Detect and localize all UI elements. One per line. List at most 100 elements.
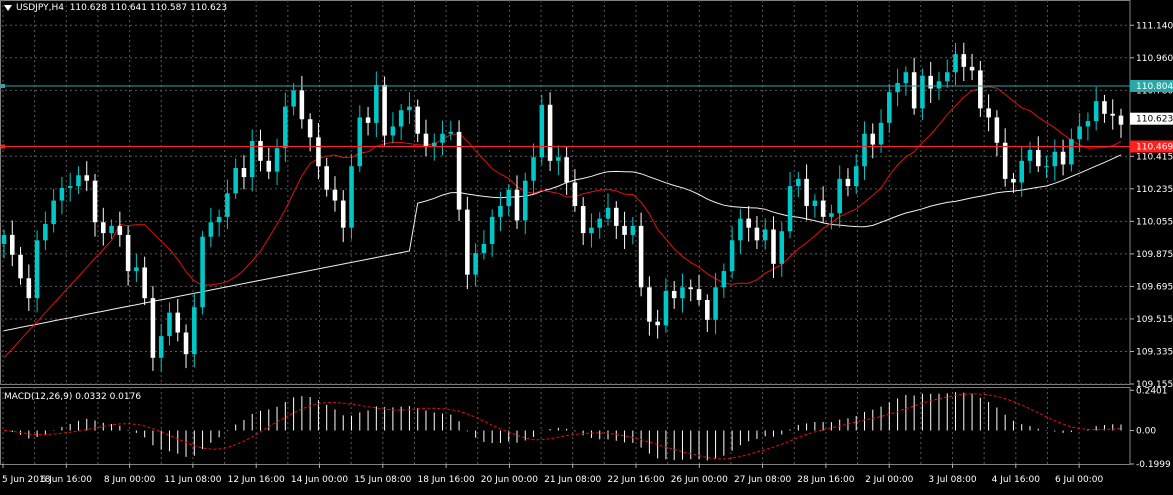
macd-panel-border <box>0 387 1131 465</box>
candle-body <box>233 168 238 194</box>
candle-body <box>1027 149 1033 161</box>
candle-body <box>961 54 967 67</box>
candle-body <box>258 140 263 161</box>
ohlc-values: 110.628 110.641 110.587 110.623 <box>69 3 228 13</box>
candle-body <box>125 234 131 272</box>
candle-body <box>862 133 867 167</box>
candle-body <box>622 225 627 235</box>
x-tick-label: 15 Jun 08:00 <box>354 475 411 485</box>
candle-body <box>696 289 702 300</box>
x-tick-label: 20 Jun 00:00 <box>481 475 538 485</box>
candle-body <box>415 106 420 134</box>
candle-body <box>787 186 793 232</box>
candle-body <box>423 133 429 147</box>
y-tick-label: 110.235 <box>1136 185 1173 195</box>
candle-body <box>597 218 603 228</box>
candle-body <box>283 106 288 149</box>
y-tick-label: 109.515 <box>1136 315 1173 325</box>
x-tick-label: 12 Jun 16:00 <box>228 475 285 485</box>
candle-body <box>241 168 247 178</box>
candle-body <box>175 312 181 333</box>
candle-body <box>142 267 147 299</box>
ma-fast-line <box>3 86 1122 359</box>
candle-body <box>663 290 669 326</box>
candle-body <box>51 200 56 225</box>
candle-body <box>887 92 892 123</box>
candle-body <box>771 229 776 264</box>
candle-body <box>564 157 569 183</box>
candle-body <box>158 336 164 358</box>
candle-body <box>895 83 900 93</box>
candle-body <box>299 90 305 120</box>
candle-body <box>43 224 48 241</box>
candle-body <box>398 110 404 127</box>
x-tick-label: 2 Jul 00:00 <box>865 475 914 485</box>
candle-body <box>316 137 321 167</box>
level-price-tag <box>1130 79 1173 92</box>
y-tick-label: 109.335 <box>1136 347 1173 357</box>
candle-body <box>76 175 81 187</box>
candle-body <box>192 307 197 355</box>
candle-body <box>605 207 611 219</box>
candle-body <box>101 222 106 234</box>
candle-body <box>1052 151 1058 167</box>
level-handle <box>1 83 5 88</box>
candle-body <box>522 180 528 221</box>
candle-body <box>473 252 478 275</box>
candle-body <box>465 209 470 275</box>
candle-body <box>721 271 727 288</box>
x-tick-label: 14 Jun 00:00 <box>291 475 348 485</box>
macd-signal-line <box>3 393 1122 460</box>
candle-body <box>18 254 23 279</box>
candle-body <box>1069 139 1074 165</box>
x-tick-label: 11 Jun 08:00 <box>164 475 221 485</box>
candle-body <box>944 72 950 82</box>
candle-body <box>67 186 73 188</box>
macd-values: 0.0332 0.0176 <box>75 392 142 402</box>
candle-body <box>630 225 636 235</box>
candle-body <box>1044 166 1049 168</box>
candle-body <box>580 205 586 234</box>
candle-body <box>1002 142 1008 179</box>
candle-body <box>878 122 884 145</box>
candle-body <box>390 126 396 136</box>
candle-body <box>109 225 114 234</box>
candle-body <box>812 200 818 206</box>
y-tick-label: 110.055 <box>1136 217 1173 227</box>
y-tick-label: 110.415 <box>1136 152 1173 162</box>
candle-body <box>994 117 1000 143</box>
candle-body <box>539 104 545 158</box>
candle-body <box>9 234 15 255</box>
candle-body <box>1093 101 1099 122</box>
candle-body <box>903 72 909 84</box>
candle-body <box>59 187 65 201</box>
candle-body <box>804 178 809 206</box>
candle-body <box>845 178 851 187</box>
y-tick-label: 109.875 <box>1136 250 1173 260</box>
x-tick-label: 27 Jun 08:00 <box>734 475 791 485</box>
candle-body <box>506 189 511 206</box>
dropdown-triangle-icon[interactable] <box>4 4 12 11</box>
candle-body <box>291 90 296 107</box>
candle-body <box>671 290 677 299</box>
candle-body <box>374 84 379 123</box>
candle-body <box>688 287 694 290</box>
candle-body <box>456 131 462 210</box>
candle-body <box>978 70 983 109</box>
candle-body <box>928 75 933 89</box>
candle-body <box>1110 113 1116 116</box>
candle-body <box>1 234 7 244</box>
candle-body <box>547 104 553 161</box>
candle-body <box>117 225 123 235</box>
x-tick-label: 28 Jun 16:00 <box>797 475 854 485</box>
candle-body <box>498 205 503 217</box>
level-price-tag <box>1130 140 1173 153</box>
candle-body <box>820 200 826 217</box>
candle-body <box>183 332 189 355</box>
candle-body <box>729 240 735 272</box>
candle-body <box>829 213 834 217</box>
x-tick-label: 6 Jul 00:00 <box>1055 475 1104 485</box>
candle-body <box>26 278 32 299</box>
